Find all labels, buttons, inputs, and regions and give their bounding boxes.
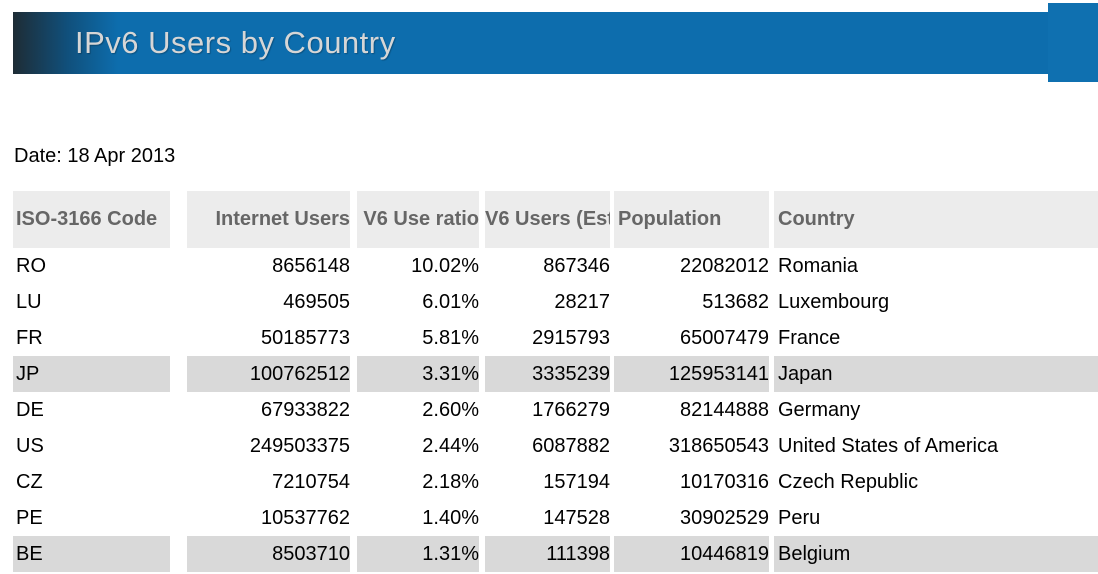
cell-internet-users: 50185773	[170, 320, 350, 356]
cell-population: 125953141	[610, 356, 769, 392]
table-row: US 249503375 2.44% 6087882 318650543 Uni…	[13, 428, 1098, 464]
cell-v6-ratio: 5.81%	[350, 320, 479, 356]
cell-population: 82144888	[610, 392, 769, 428]
cell-internet-users: 8656148	[170, 248, 350, 284]
cell-population: 513682	[610, 284, 769, 320]
date-label: Date: 18 Apr 2013	[14, 145, 176, 167]
cell-population: 10170316	[610, 464, 769, 500]
column-header-country: Country	[769, 191, 1098, 248]
cell-v6-ratio: 3.31%	[350, 356, 479, 392]
cell-population: 318650543	[610, 428, 769, 464]
cell-code: US	[16, 434, 44, 457]
column-header-v6-use-ratio: V6 Use ratio	[350, 191, 479, 248]
cell-v6-ratio: 6.01%	[350, 284, 479, 320]
column-header-v6-users-est: V6 Users (Est)	[479, 191, 610, 248]
column-header-internet-users: Internet Users	[170, 191, 350, 248]
cell-v6-ratio: 10.02%	[350, 248, 479, 284]
cell-population: 30902529	[610, 500, 769, 536]
cell-country: Germany	[769, 392, 1098, 428]
table-row: BE 8503710 1.31% 111398 10446819 Belgium	[13, 536, 1098, 572]
table-body: RO 8656148 10.02% 867346 22082012 Romani…	[13, 248, 1098, 572]
cell-v6-users: 28217	[479, 284, 610, 320]
page-title: IPv6 Users by Country	[75, 25, 396, 60]
cell-population: 22082012	[610, 248, 769, 284]
cell-v6-ratio: 1.40%	[350, 500, 479, 536]
cell-code: DE	[16, 398, 44, 421]
cell-v6-users: 111398	[479, 536, 610, 572]
cell-internet-users: 67933822	[170, 392, 350, 428]
table-header-row: ISO-3166 Code Internet Users V6 Use rati…	[13, 191, 1098, 248]
title-bar: IPv6 Users by Country	[13, 12, 1048, 74]
cell-v6-ratio: 1.31%	[350, 536, 479, 572]
cell-v6-users: 147528	[479, 500, 610, 536]
cell-population: 10446819	[610, 536, 769, 572]
cell-code: PE	[16, 506, 43, 529]
cell-internet-users: 7210754	[170, 464, 350, 500]
cell-code: JP	[13, 356, 170, 392]
table-row: LU 469505 6.01% 28217 513682 Luxembourg	[13, 284, 1098, 320]
cell-country: France	[769, 320, 1098, 356]
cell-v6-users: 867346	[479, 248, 610, 284]
title-bar-endcap	[1048, 3, 1098, 82]
cell-country: Czech Republic	[769, 464, 1098, 500]
cell-country: Luxembourg	[769, 284, 1098, 320]
column-header-population: Population	[610, 191, 769, 248]
cell-internet-users: 469505	[170, 284, 350, 320]
cell-internet-users: 100762512	[170, 356, 350, 392]
cell-country: Romania	[769, 248, 1098, 284]
cell-v6-users: 6087882	[479, 428, 610, 464]
cell-v6-users: 157194	[479, 464, 610, 500]
cell-code: CZ	[16, 470, 43, 493]
cell-country: Japan	[769, 356, 1098, 392]
cell-code: BE	[13, 536, 170, 572]
ipv6-users-table: ISO-3166 Code Internet Users V6 Use rati…	[13, 191, 1098, 572]
cell-country: Peru	[769, 500, 1098, 536]
table-row: FR 50185773 5.81% 2915793 65007479 Franc…	[13, 320, 1098, 356]
cell-code: RO	[16, 254, 46, 277]
cell-country: Belgium	[769, 536, 1098, 572]
cell-internet-users: 249503375	[170, 428, 350, 464]
cell-v6-users: 2915793	[479, 320, 610, 356]
cell-code: LU	[16, 290, 42, 313]
table-header: ISO-3166 Code Internet Users V6 Use rati…	[13, 191, 1098, 248]
cell-code: FR	[16, 326, 43, 349]
cell-population: 65007479	[610, 320, 769, 356]
cell-country: United States of America	[769, 428, 1098, 464]
cell-v6-ratio: 2.44%	[350, 428, 479, 464]
cell-internet-users: 10537762	[170, 500, 350, 536]
cell-v6-users: 1766279	[479, 392, 610, 428]
cell-v6-users: 3335239	[479, 356, 610, 392]
table-row: JP 100762512 3.31% 3335239 125953141 Jap…	[13, 356, 1098, 392]
cell-v6-ratio: 2.60%	[350, 392, 479, 428]
table-row: PE 10537762 1.40% 147528 30902529 Peru	[13, 500, 1098, 536]
table-row: RO 8656148 10.02% 867346 22082012 Romani…	[13, 248, 1098, 284]
table-row: CZ 7210754 2.18% 157194 10170316 Czech R…	[13, 464, 1098, 500]
table-row: DE 67933822 2.60% 1766279 82144888 Germa…	[13, 392, 1098, 428]
column-header-iso-code: ISO-3166 Code	[13, 191, 170, 248]
cell-v6-ratio: 2.18%	[350, 464, 479, 500]
cell-internet-users: 8503710	[170, 536, 350, 572]
